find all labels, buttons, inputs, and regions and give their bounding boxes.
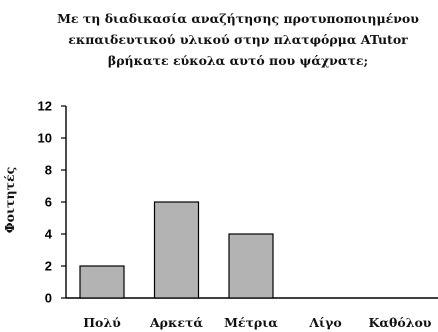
plot-area <box>65 106 438 299</box>
chart-title-line-2: εκπαιδευτικού υλικού στην πλατφόρμα ATut… <box>68 32 408 47</box>
x-category-label: Αρκετά <box>149 315 203 330</box>
y-tick-label: 4 <box>45 227 53 242</box>
y-tick-label: 2 <box>45 259 52 274</box>
x-category-label: Πολύ <box>83 315 121 330</box>
y-tick-label: 8 <box>45 163 52 178</box>
y-axis: 0 2 4 6 8 10 12 <box>38 99 66 306</box>
bar <box>79 265 125 299</box>
bar <box>228 233 274 299</box>
chart-title-line-1: Με τη διαδικασία αναζήτησης προτυποποιημ… <box>57 11 419 26</box>
x-axis: Πολύ Αρκετά Μέτρια Λίγο Καθόλου <box>83 315 432 330</box>
y-tick-label: 0 <box>45 291 52 306</box>
y-tick-label: 6 <box>45 195 52 210</box>
y-axis-title: Φοιτητές <box>2 167 17 233</box>
y-tick-label: 10 <box>38 131 52 146</box>
x-category-label: Λίγο <box>308 315 341 330</box>
chart-title-line-3: βρήκατε εύκολα αυτό που ψάχνατε; <box>108 53 368 68</box>
chart-title: Με τη διαδικασία αναζήτησης προτυποποιημ… <box>57 11 419 68</box>
bar <box>153 201 200 299</box>
y-tick-label: 12 <box>38 99 52 114</box>
x-category-label: Καθόλου <box>369 315 432 330</box>
x-category-label: Μέτρια <box>224 315 278 330</box>
